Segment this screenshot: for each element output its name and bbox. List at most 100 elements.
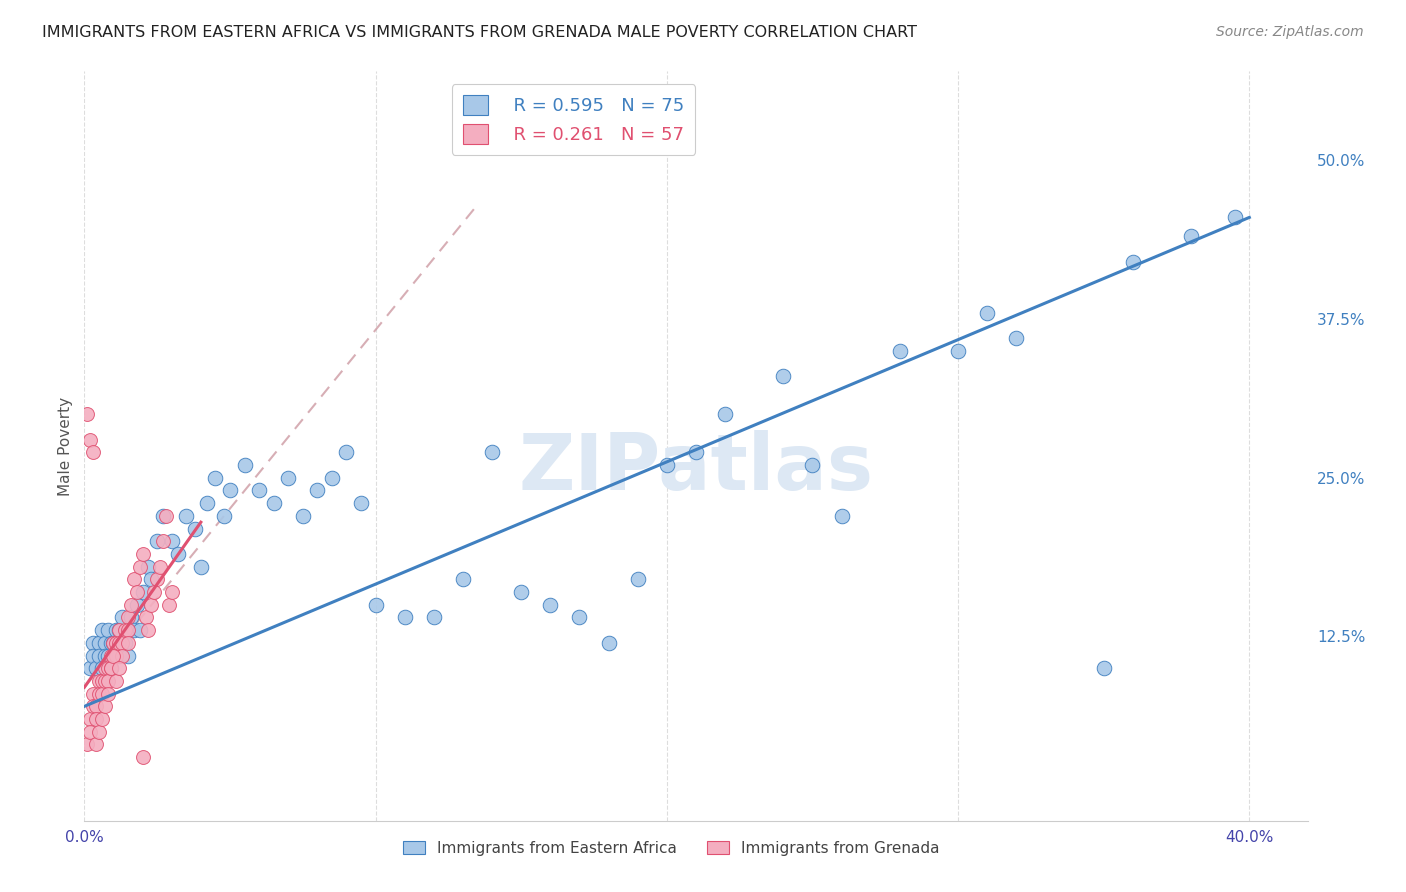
Point xyxy=(84,699,107,714)
Point xyxy=(105,673,128,688)
Point xyxy=(394,610,416,624)
Point xyxy=(100,648,122,663)
Point xyxy=(277,471,299,485)
Point xyxy=(111,636,134,650)
Point xyxy=(160,534,183,549)
Point xyxy=(157,598,180,612)
Point xyxy=(184,522,207,536)
Point xyxy=(155,508,177,523)
Point xyxy=(135,610,157,624)
Point xyxy=(889,343,911,358)
Point xyxy=(90,623,112,637)
Text: Source: ZipAtlas.com: Source: ZipAtlas.com xyxy=(1216,25,1364,39)
Point xyxy=(801,458,824,472)
Point xyxy=(122,572,145,586)
Point xyxy=(79,661,101,675)
Point xyxy=(655,458,678,472)
Point xyxy=(117,623,139,637)
Point xyxy=(97,661,120,675)
Point xyxy=(125,585,148,599)
Point xyxy=(152,534,174,549)
Point xyxy=(120,610,142,624)
Point xyxy=(128,623,150,637)
Point xyxy=(627,572,650,586)
Point xyxy=(685,445,707,459)
Point xyxy=(82,636,104,650)
Point xyxy=(831,508,853,523)
Point xyxy=(105,636,128,650)
Point xyxy=(79,712,101,726)
Point xyxy=(263,496,285,510)
Point xyxy=(598,636,620,650)
Point xyxy=(105,623,128,637)
Point xyxy=(335,445,357,459)
Point xyxy=(152,508,174,523)
Point xyxy=(114,636,136,650)
Point xyxy=(117,648,139,663)
Point xyxy=(1005,331,1028,345)
Point xyxy=(90,661,112,675)
Point xyxy=(97,673,120,688)
Y-axis label: Male Poverty: Male Poverty xyxy=(58,396,73,496)
Point xyxy=(538,598,561,612)
Point xyxy=(93,699,115,714)
Point xyxy=(105,636,128,650)
Point xyxy=(219,483,242,498)
Point xyxy=(97,623,120,637)
Point xyxy=(108,623,131,637)
Point xyxy=(84,661,107,675)
Point xyxy=(128,559,150,574)
Point xyxy=(568,610,591,624)
Point xyxy=(93,673,115,688)
Point xyxy=(90,673,112,688)
Point xyxy=(166,547,188,561)
Point xyxy=(103,636,125,650)
Point xyxy=(90,687,112,701)
Point xyxy=(111,610,134,624)
Point xyxy=(160,585,183,599)
Point xyxy=(291,508,314,523)
Point xyxy=(105,648,128,663)
Point xyxy=(125,598,148,612)
Text: IMMIGRANTS FROM EASTERN AFRICA VS IMMIGRANTS FROM GRENADA MALE POVERTY CORRELATI: IMMIGRANTS FROM EASTERN AFRICA VS IMMIGR… xyxy=(42,25,917,40)
Point xyxy=(321,471,343,485)
Point xyxy=(1223,211,1246,225)
Point xyxy=(82,687,104,701)
Point xyxy=(103,648,125,663)
Point xyxy=(97,648,120,663)
Point xyxy=(146,534,169,549)
Point xyxy=(247,483,270,498)
Point xyxy=(82,445,104,459)
Point xyxy=(146,572,169,586)
Point xyxy=(87,687,110,701)
Point xyxy=(122,623,145,637)
Point xyxy=(1122,255,1144,269)
Point xyxy=(90,712,112,726)
Point xyxy=(204,471,226,485)
Point xyxy=(100,636,122,650)
Point xyxy=(108,636,131,650)
Point xyxy=(108,623,131,637)
Point xyxy=(117,623,139,637)
Point xyxy=(76,738,98,752)
Point xyxy=(93,661,115,675)
Point xyxy=(79,724,101,739)
Text: ZIPatlas: ZIPatlas xyxy=(519,431,873,507)
Point xyxy=(481,445,503,459)
Point xyxy=(233,458,256,472)
Point xyxy=(111,648,134,663)
Point xyxy=(307,483,329,498)
Point xyxy=(117,636,139,650)
Point xyxy=(364,598,387,612)
Point xyxy=(131,585,153,599)
Point xyxy=(149,559,172,574)
Point xyxy=(138,559,160,574)
Point xyxy=(143,585,166,599)
Point xyxy=(100,661,122,675)
Point xyxy=(84,738,107,752)
Point xyxy=(772,369,794,384)
Point xyxy=(82,648,104,663)
Point xyxy=(946,343,969,358)
Point xyxy=(141,572,163,586)
Point xyxy=(103,636,125,650)
